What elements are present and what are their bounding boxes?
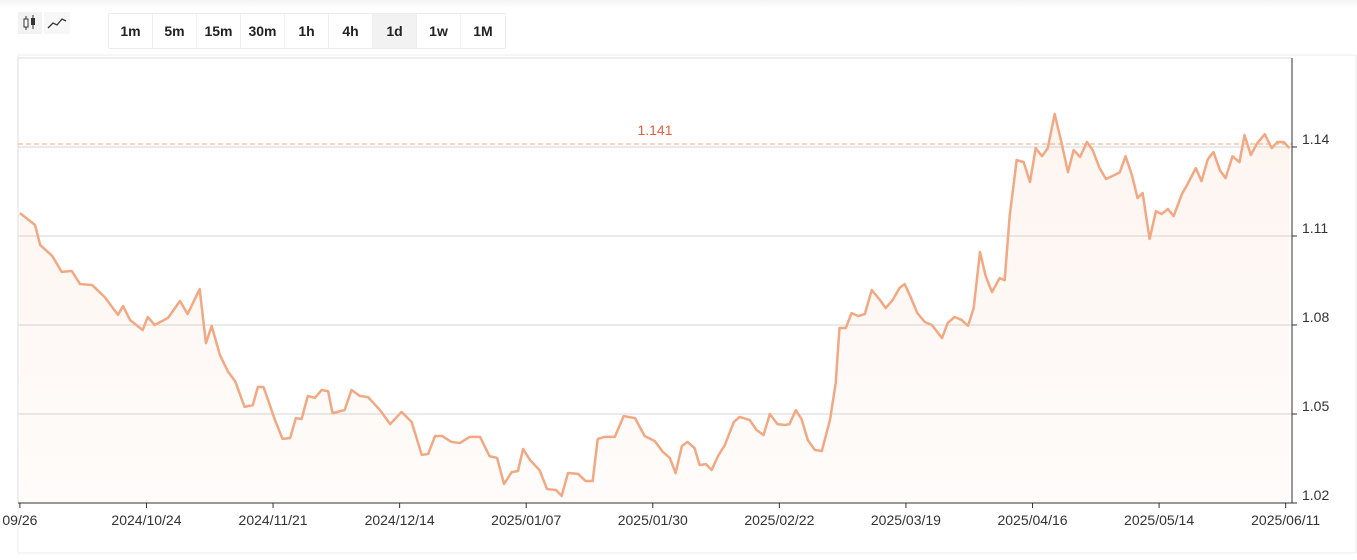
x-tick-label: 2025/02/22 [744, 512, 814, 528]
chart-type-icons [18, 12, 70, 34]
interval-button[interactable]: 5m [153, 14, 197, 48]
y-tick-label: 1.02 [1302, 487, 1329, 503]
x-tick-label: 2025/04/16 [997, 512, 1067, 528]
interval-button[interactable]: 1h [285, 14, 329, 48]
x-tick-label: 2024/12/14 [365, 512, 435, 528]
x-tick-label: 2025/06/11 [1251, 512, 1320, 528]
interval-button[interactable]: 1d [373, 14, 417, 48]
x-tick-label: 2025/01/07 [491, 512, 561, 528]
x-tick-label: 2025/01/30 [618, 512, 688, 528]
top-shadow [0, 0, 1357, 8]
x-tick-label: 2025/05/14 [1124, 512, 1194, 528]
interval-button[interactable]: 1m [109, 14, 153, 48]
interval-button[interactable]: 1w [417, 14, 461, 48]
candle-icon-bg[interactable] [18, 12, 42, 34]
y-tick-label: 1.11 [1302, 220, 1328, 236]
y-tick-label: 1.08 [1302, 309, 1329, 325]
x-tick-label: 2024/10/24 [111, 512, 181, 528]
y-tick-label: 1.05 [1302, 398, 1329, 414]
line-icon-bg[interactable] [44, 12, 70, 34]
x-tick-label: 2025/03/19 [871, 512, 941, 528]
interval-button[interactable]: 30m [241, 14, 285, 48]
price-line [19, 112, 1291, 498]
x-tick-label: 2024/11/21 [239, 512, 308, 528]
interval-buttons: 1m 5m 15m 30m 1h 4h 1d 1w 1M [108, 13, 506, 49]
interval-button[interactable]: 4h [329, 14, 373, 48]
last-price-label: 1.141 [637, 122, 672, 138]
x-tick-label: 09/26 [2, 512, 37, 528]
y-tick-label: 1.14 [1302, 131, 1329, 147]
interval-button[interactable]: 1M [473, 23, 493, 39]
area [19, 114, 1290, 503]
interval-button[interactable]: 15m [197, 14, 241, 48]
